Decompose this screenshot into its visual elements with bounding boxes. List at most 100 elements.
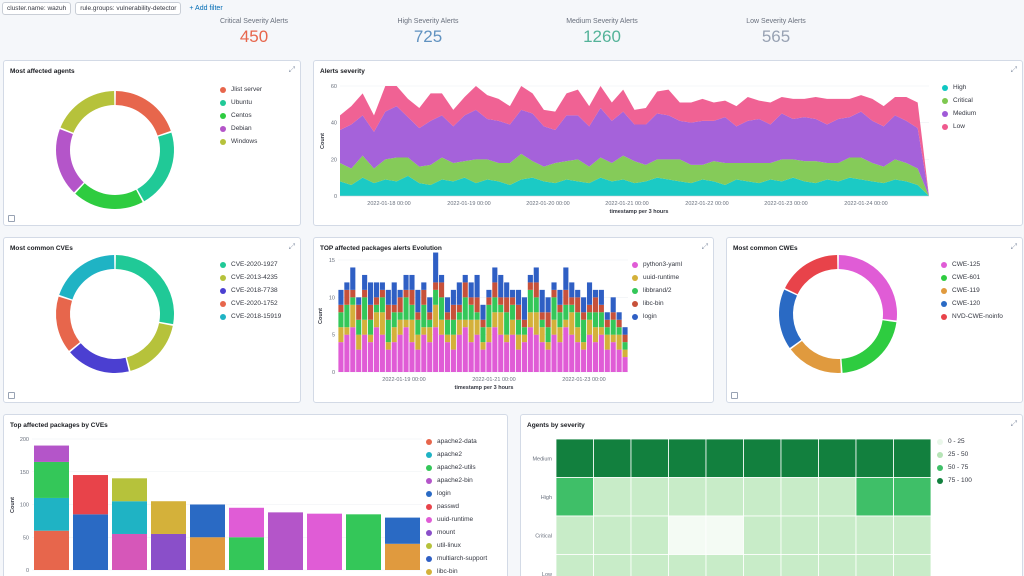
bar-segment — [474, 319, 480, 335]
legend-item[interactable]: CVE-2020-1752 — [220, 297, 281, 310]
panel-most-affected-agents: Most affected agents ⤢ Jlist server Ubun… — [3, 60, 301, 226]
donut-slice — [56, 129, 84, 193]
heatmap-cell — [855, 554, 894, 576]
bar-segment — [385, 304, 391, 320]
legend-item[interactable]: CVE-2020-1927 — [220, 258, 281, 271]
expand-icon[interactable]: ⤢ — [1010, 65, 1017, 74]
legend-item[interactable]: CWE-119 — [941, 284, 1003, 297]
legend-item[interactable]: Ubuntu — [220, 96, 262, 109]
legend-item[interactable]: 75 - 100 — [937, 474, 972, 487]
legend-item[interactable]: util-linux — [426, 539, 487, 552]
legend-item[interactable]: High — [942, 81, 976, 94]
legend-toggle-icon[interactable] — [731, 392, 738, 399]
heatmap-cell — [855, 438, 894, 478]
legend-item[interactable]: apache2 — [426, 448, 487, 461]
legend-dot — [426, 568, 432, 575]
donut-slice — [779, 289, 802, 348]
y-tick-label: High — [541, 495, 552, 501]
expand-icon[interactable]: ⤢ — [1010, 419, 1017, 428]
legend-item[interactable]: Critical — [942, 94, 976, 107]
heatmap-cell — [593, 438, 632, 478]
bar-segment — [586, 282, 593, 305]
legend-item[interactable]: Low — [942, 120, 976, 133]
legend-item[interactable]: 0 - 25 — [937, 435, 972, 448]
bar-segment — [563, 267, 569, 290]
bar-segment — [592, 289, 599, 298]
y-tick-label: 150 — [20, 470, 29, 476]
bar-segment — [462, 297, 468, 320]
expand-icon[interactable]: ⤢ — [701, 242, 708, 251]
bar-segment — [415, 289, 421, 313]
heatmap-cell — [893, 554, 932, 576]
bar-segment — [379, 312, 385, 335]
bar-segment — [486, 304, 492, 328]
legend-item[interactable]: libc-bin — [632, 297, 682, 310]
legend-item[interactable]: login — [632, 310, 682, 323]
legend-item[interactable]: libbrand/2 — [632, 284, 682, 297]
legend-label: Ubuntu — [231, 99, 252, 106]
donut-slice — [790, 340, 841, 373]
legend-dot — [426, 477, 432, 484]
expand-icon[interactable]: ⤢ — [288, 242, 295, 251]
bar-segment — [379, 334, 385, 372]
bar-segment — [604, 327, 610, 335]
legend-item[interactable]: CWE-120 — [941, 297, 1003, 310]
legend-item[interactable]: apache2-bin — [426, 474, 487, 487]
legend-item[interactable]: 50 - 75 — [937, 461, 972, 474]
add-filter-link[interactable]: + Add filter — [189, 4, 223, 12]
y-tick-label: 0 — [332, 370, 335, 376]
legend-toggle-icon[interactable] — [8, 392, 15, 399]
bar-segment — [362, 289, 368, 298]
bar-segment — [527, 274, 533, 283]
legend-label: CVE-2018-7738 — [231, 287, 278, 294]
filter-pill-rule-groups[interactable]: rule.groups: vulnerability-detector — [75, 1, 182, 15]
panel-packages-evolution: TOP affected packages alerts Evolution ⤢… — [313, 237, 714, 403]
legend-item[interactable]: CVE-2013-4235 — [220, 271, 281, 284]
bar-segment — [415, 334, 421, 350]
bar-segment — [456, 312, 462, 320]
metric-label: Critical Severity Alerts — [219, 18, 289, 25]
bar-segment — [598, 312, 604, 328]
panel-title: Most common CWEs — [733, 245, 798, 252]
legend-toggle-icon[interactable] — [8, 215, 15, 222]
legend-item[interactable]: multiarch-support — [426, 552, 487, 565]
bar-segment — [379, 289, 385, 298]
legend-item[interactable]: python3-yaml — [632, 258, 682, 271]
legend-label: Debian — [231, 125, 252, 132]
legend-item[interactable]: apache2-utils — [426, 461, 487, 474]
legend-item[interactable]: login — [426, 487, 487, 500]
bar-segment — [557, 289, 563, 305]
legend-item[interactable]: CVE-2018-7738 — [220, 284, 281, 297]
legend-item[interactable]: NVD-CWE-noinfo — [941, 310, 1003, 323]
legend-item[interactable]: libc-bin — [426, 565, 487, 576]
legend-item[interactable]: CWE-125 — [941, 258, 1003, 271]
bar-segment — [344, 304, 350, 328]
y-axis-title: Count — [318, 308, 324, 324]
expand-icon[interactable]: ⤢ — [1010, 242, 1017, 251]
legend-item[interactable]: 25 - 50 — [937, 448, 972, 461]
legend-item[interactable]: CWE-601 — [941, 271, 1003, 284]
legend-label: python3-yaml — [643, 261, 683, 268]
legend-dot — [941, 261, 947, 268]
legend-item[interactable]: Centos — [220, 109, 262, 122]
donut-chart-agents — [56, 91, 174, 209]
filter-pill-cluster[interactable]: cluster.name: wazuh — [2, 1, 72, 15]
legend-item[interactable]: Windows — [220, 135, 262, 148]
bar-segment — [350, 297, 356, 305]
bar-segment — [468, 297, 474, 305]
legend-label: NVD-CWE-noinfo — [952, 313, 1003, 320]
expand-icon[interactable]: ⤢ — [288, 65, 295, 74]
bar-segment — [338, 312, 344, 328]
legend-item[interactable]: passwd — [426, 500, 487, 513]
heatmap-cell — [818, 554, 857, 576]
legend-item[interactable]: CVE-2018-15919 — [220, 310, 281, 323]
legend-item[interactable]: mount — [426, 526, 487, 539]
legend-item[interactable]: Medium — [942, 107, 976, 120]
legend-label: multiarch-support — [437, 555, 488, 562]
legend-item[interactable]: apache2-data — [426, 435, 487, 448]
legend-item[interactable]: Jlist server — [220, 83, 262, 96]
legend-item[interactable]: uuid-runtime — [632, 271, 682, 284]
legend-item[interactable]: Debian — [220, 122, 262, 135]
metric-low: Low Severity Alerts 565 — [716, 18, 836, 47]
legend-item[interactable]: uuid-runtime — [426, 513, 487, 526]
